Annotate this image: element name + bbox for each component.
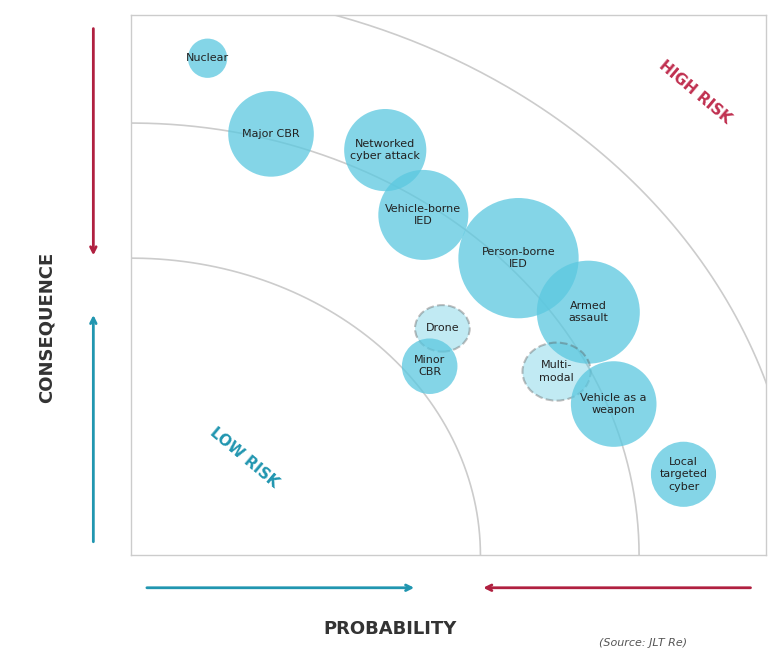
Text: HIGH RISK: HIGH RISK xyxy=(657,58,734,127)
Circle shape xyxy=(522,343,590,401)
Point xyxy=(512,253,525,263)
Point xyxy=(201,53,214,64)
Point xyxy=(379,145,391,155)
Text: Major CBR: Major CBR xyxy=(242,129,300,139)
Text: (Source: JLT Re): (Source: JLT Re) xyxy=(599,639,687,648)
Point xyxy=(677,469,690,479)
Text: Armed
assault: Armed assault xyxy=(569,301,608,324)
Point xyxy=(582,307,594,318)
Point xyxy=(423,361,436,371)
Text: Person-borne
IED: Person-borne IED xyxy=(482,247,555,269)
Text: Networked
cyber attack: Networked cyber attack xyxy=(351,139,420,161)
Point xyxy=(417,210,430,220)
Text: Vehicle as a
weapon: Vehicle as a weapon xyxy=(580,393,647,415)
Text: PROBABILITY: PROBABILITY xyxy=(324,620,457,638)
Text: Drone: Drone xyxy=(426,324,459,333)
Text: Local
targeted
cyber: Local targeted cyber xyxy=(659,457,708,492)
Circle shape xyxy=(415,305,469,352)
Text: Minor
CBR: Minor CBR xyxy=(414,355,445,377)
Text: Multi-
modal: Multi- modal xyxy=(539,360,574,383)
Point xyxy=(265,128,277,139)
Text: Vehicle-borne
IED: Vehicle-borne IED xyxy=(385,204,462,226)
Text: CONSEQUENCE: CONSEQUENCE xyxy=(37,252,56,403)
Text: LOW RISK: LOW RISK xyxy=(208,425,282,491)
Point xyxy=(608,399,620,409)
Text: Nuclear: Nuclear xyxy=(186,53,229,64)
